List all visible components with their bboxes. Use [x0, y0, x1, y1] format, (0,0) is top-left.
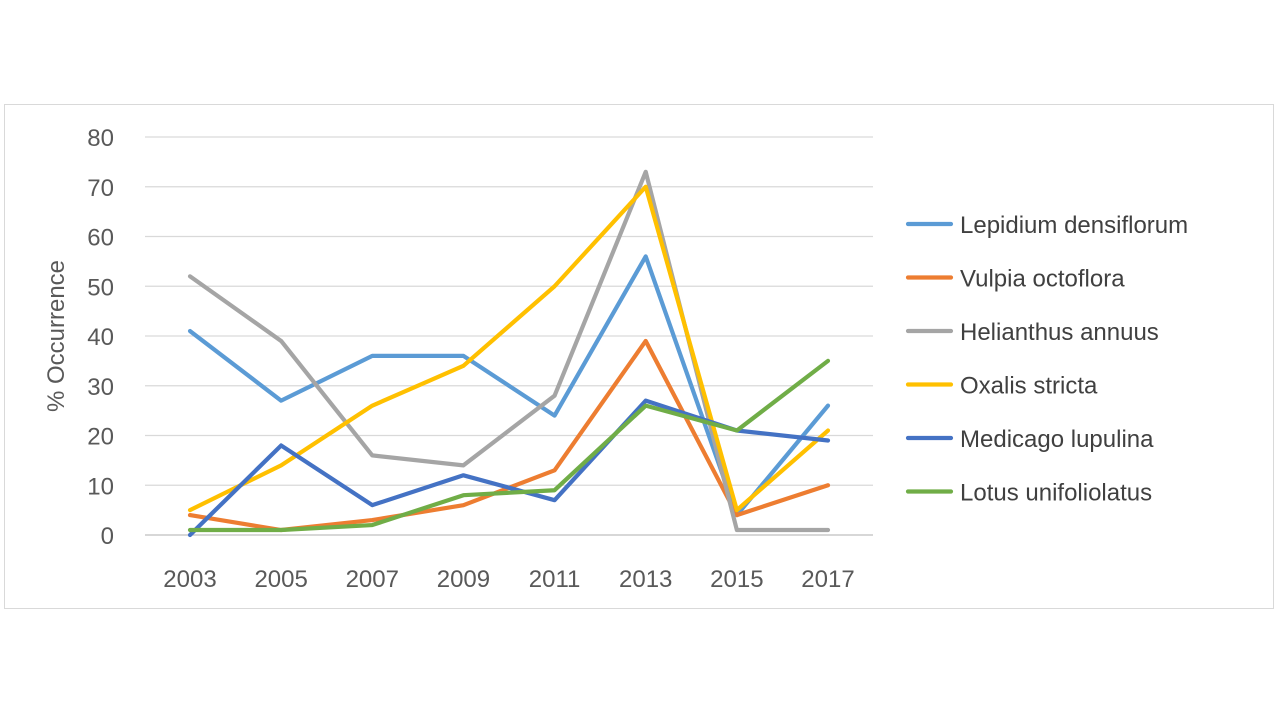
y-tick-label: 60: [87, 225, 114, 252]
legend-label: Medicago lupulina: [960, 426, 1154, 453]
legend-label: Vulpia octoflora: [960, 266, 1125, 293]
x-tick-label: 2003: [163, 566, 216, 593]
legend-item: Lepidium densiflorum: [905, 212, 1188, 239]
legend-item: Vulpia octoflora: [905, 266, 1125, 293]
y-axis-title: % Occurrence: [43, 260, 70, 412]
x-tick-label: 2009: [437, 566, 490, 593]
y-tick-label: 30: [87, 374, 114, 401]
x-tick-label: 2017: [801, 566, 854, 593]
gridlines: [145, 136, 873, 536]
y-axis-ticks: 0 10 20 30 40 50 60 70 80: [87, 125, 114, 550]
legend-item: Medicago lupulina: [905, 426, 1154, 453]
y-tick-label: 80: [87, 125, 114, 152]
y-tick-label: 70: [87, 175, 114, 202]
legend-item: Helianthus annuus: [905, 319, 1159, 346]
x-tick-label: 2005: [254, 566, 307, 593]
x-axis-ticks: 2003 2005 2007 2009 2011 2013 2015 2017: [163, 566, 854, 593]
legend-item: Oxalis stricta: [905, 373, 1098, 400]
series-lines: [187, 169, 831, 538]
y-tick-label: 0: [101, 523, 114, 550]
x-tick-label: 2007: [346, 566, 399, 593]
x-tick-label: 2015: [710, 566, 763, 593]
series-line-helianthus-annuus: [187, 169, 831, 533]
legend-item: Lotus unifoliolatus: [905, 480, 1152, 507]
y-tick-label: 10: [87, 473, 114, 500]
legend: Lepidium densiflorum Vulpia octoflora Heli…: [905, 212, 1188, 507]
y-tick-label: 20: [87, 424, 114, 451]
series-line-lotus-unifoliolatus: [187, 358, 831, 533]
x-tick-label: 2013: [619, 566, 672, 593]
y-tick-label: 40: [87, 324, 114, 351]
legend-label: Oxalis stricta: [960, 373, 1098, 400]
legend-label: Lepidium densiflorum: [960, 212, 1188, 239]
legend-label: Helianthus annuus: [960, 319, 1159, 346]
legend-label: Lotus unifoliolatus: [960, 480, 1152, 507]
y-tick-label: 50: [87, 274, 114, 301]
x-tick-label: 2011: [529, 566, 581, 593]
